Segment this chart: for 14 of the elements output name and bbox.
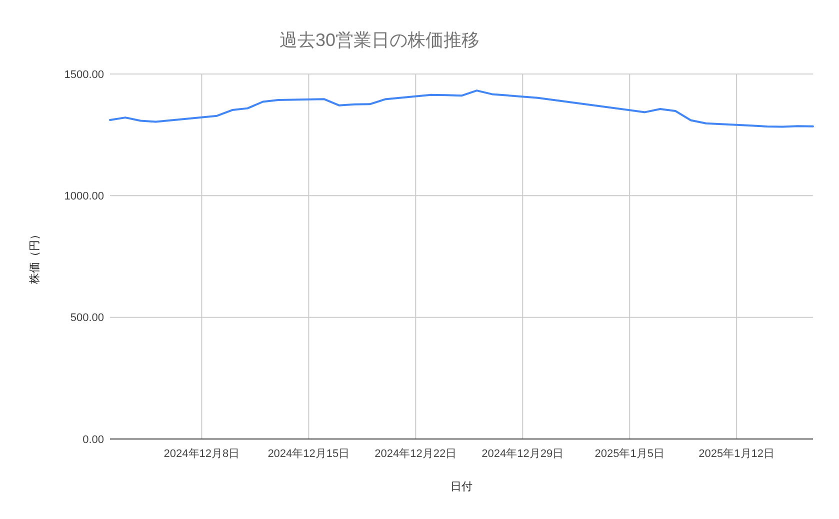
x-tick-label: 2024年12月29日 — [482, 448, 564, 460]
y-tick-label: 500.00 — [70, 312, 104, 324]
x-tick-label: 2025年1月12日 — [698, 448, 774, 460]
x-axis-title: 日付 — [450, 481, 472, 493]
y-tick-label: 1000.00 — [64, 190, 104, 203]
x-tick-label: 2024年12月8日 — [164, 448, 240, 460]
x-tick-label: 2024年12月22日 — [374, 448, 457, 460]
x-tick-label: 2024年12月15日 — [268, 448, 350, 460]
line-series — [109, 90, 814, 128]
x-tick-label: 2025年1月5日 — [594, 448, 664, 460]
y-tick-label: 1500.00 — [64, 68, 104, 81]
chart-title: 過去30営業日の株価推移 — [279, 30, 480, 50]
y-axis-title: 株価（円） — [28, 229, 41, 285]
y-tick-label: 0.00 — [82, 434, 104, 446]
